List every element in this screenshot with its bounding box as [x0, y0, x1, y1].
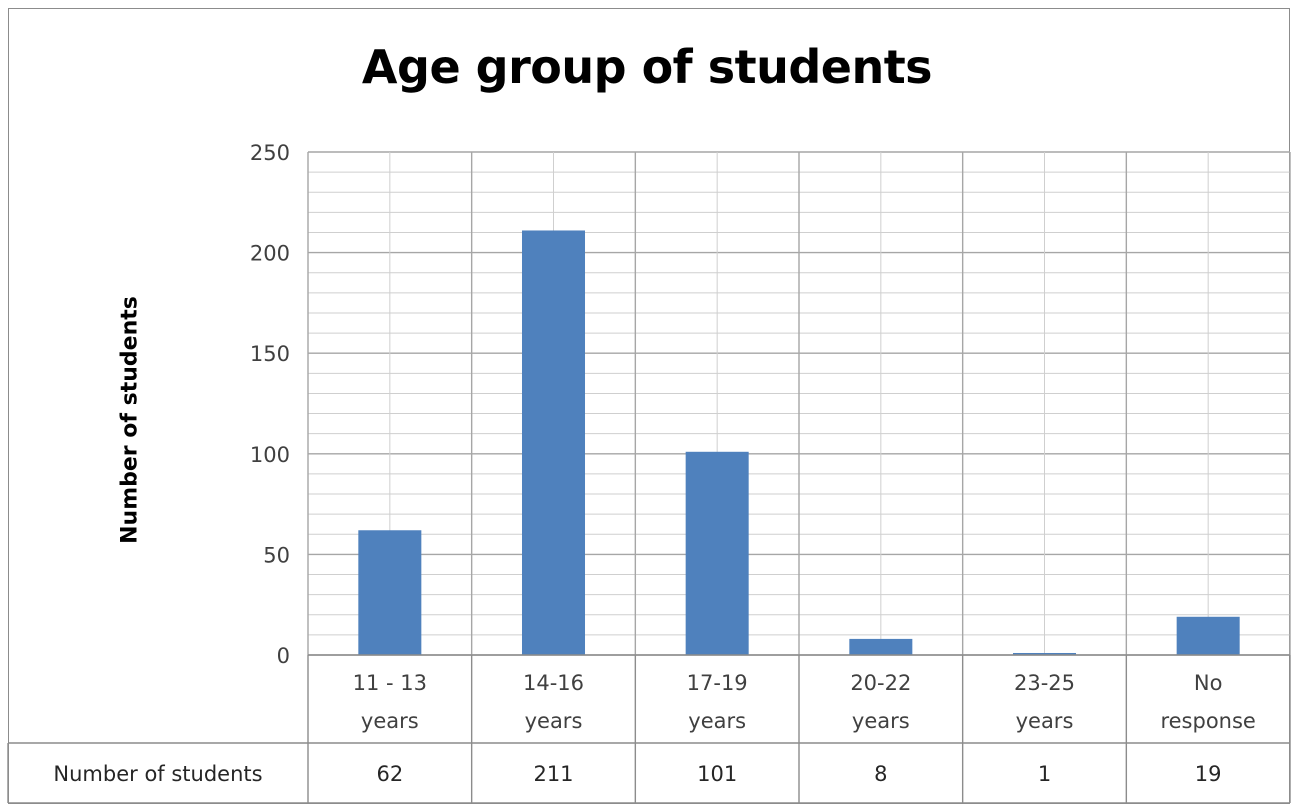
table-row-label: Number of students [53, 762, 262, 786]
bar [849, 638, 913, 655]
bar [685, 451, 749, 655]
table-value-cell: 1 [1038, 762, 1051, 786]
x-category-label: 17-19 [687, 671, 748, 695]
x-category-label: 23-25 [1014, 671, 1075, 695]
table-value-cell: 62 [376, 762, 403, 786]
x-category-label: response [1160, 709, 1255, 733]
y-tick-label: 0 [277, 644, 290, 668]
y-tick-label: 100 [250, 443, 290, 467]
x-category-label: 11 - 13 [353, 671, 427, 695]
y-tick-label: 50 [263, 543, 290, 567]
y-tick-label: 200 [250, 242, 290, 266]
x-category-label: years [361, 709, 419, 733]
table-value-cell: 101 [697, 762, 737, 786]
y-tick-label: 150 [250, 342, 290, 366]
x-category-label: years [525, 709, 583, 733]
bar [1176, 616, 1240, 655]
bar [521, 230, 586, 655]
table-value-cell: 8 [874, 762, 887, 786]
x-category-label: 20-22 [850, 671, 911, 695]
bar [358, 530, 422, 655]
chart-title: Age group of students [361, 40, 933, 94]
table-value-cell: 211 [533, 762, 573, 786]
x-category-label: years [852, 709, 910, 733]
x-category-label: No [1194, 671, 1223, 695]
x-category-label: years [688, 709, 746, 733]
y-tick-label: 250 [250, 141, 290, 165]
chart-frame [8, 8, 1290, 804]
table-value-cell: 19 [1195, 762, 1222, 786]
bar [1012, 652, 1077, 655]
x-category-label: 14-16 [523, 671, 584, 695]
x-category-label: years [1016, 709, 1074, 733]
